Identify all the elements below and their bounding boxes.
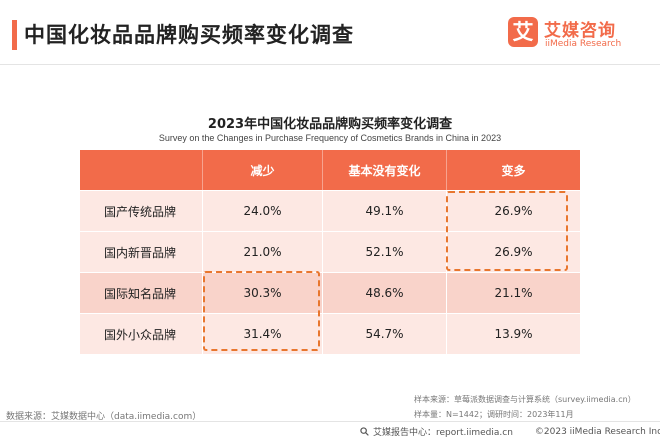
highlight-box-increase [446, 191, 568, 271]
sample-size-note: 样本量：N=1442；调研时间：2023年11月 [414, 410, 574, 419]
highlight-box-decrease [203, 271, 320, 351]
cell-value: 30.3% [202, 273, 322, 313]
logo-subtitle: iiMedia Research [545, 39, 622, 49]
table-row: 国外小众品牌 31.4% 54.7% 13.9% [80, 313, 580, 354]
footer: 艾媒报告中心：report.iimedia.cn ©2023 iiMedia R… [360, 425, 660, 438]
row-label: 国际知名品牌 [80, 273, 202, 313]
data-source-note: 数据来源：艾媒数据中心（data.iimedia.com） [6, 412, 202, 422]
cell-value: 24.0% [202, 191, 322, 231]
cell-value: 31.4% [202, 314, 322, 354]
cell-value: 13.9% [446, 314, 580, 354]
title-accent-bar [12, 20, 17, 50]
copyright-text: ©2023 iiMedia Research Inc [534, 426, 660, 437]
header-cell-decrease: 减少 [202, 150, 322, 190]
cell-value: 52.1% [322, 232, 446, 272]
page-title: 中国化妆品品牌购买频率变化调查 [24, 23, 354, 47]
table-row: 国产传统品牌 24.0% 49.1% 26.9% [80, 190, 580, 231]
data-table: 减少 基本没有变化 变多 国产传统品牌 24.0% 49.1% 26.9% 国内… [80, 150, 580, 354]
row-label: 国产传统品牌 [80, 191, 202, 231]
brand-logo: 艾 艾媒咨询 iiMedia Research [508, 15, 656, 55]
logo-mark: 艾 [508, 17, 538, 47]
table-header-row: 减少 基本没有变化 变多 [80, 150, 580, 190]
header-cell-no-change: 基本没有变化 [322, 150, 446, 190]
chart-subtitle: Survey on the Changes in Purchase Freque… [158, 133, 502, 143]
header-cell-increase: 变多 [446, 150, 580, 190]
row-label: 国内新晋品牌 [80, 232, 202, 272]
sample-source-note: 样本来源：草莓派数据调查与计算系统（survey.iimedia.cn） [414, 395, 636, 404]
cell-value: 21.1% [446, 273, 580, 313]
cell-value: 21.0% [202, 232, 322, 272]
header-divider [0, 64, 660, 65]
cell-value: 26.9% [446, 191, 580, 231]
search-icon [360, 427, 369, 436]
cell-value: 54.7% [322, 314, 446, 354]
cell-value: 49.1% [322, 191, 446, 231]
report-center-link[interactable]: 艾媒报告中心：report.iimedia.cn [373, 428, 513, 438]
table-row: 国内新晋品牌 21.0% 52.1% 26.9% [80, 231, 580, 272]
cell-value: 48.6% [322, 273, 446, 313]
row-label: 国外小众品牌 [80, 314, 202, 354]
table-row: 国际知名品牌 30.3% 48.6% 21.1% [80, 272, 580, 313]
footer-divider [0, 421, 660, 422]
header-cell-blank [80, 150, 202, 190]
logo-name: 艾媒咨询 [544, 21, 616, 41]
chart-title: 2023年中国化妆品品牌购买频率变化调查 [207, 117, 453, 132]
